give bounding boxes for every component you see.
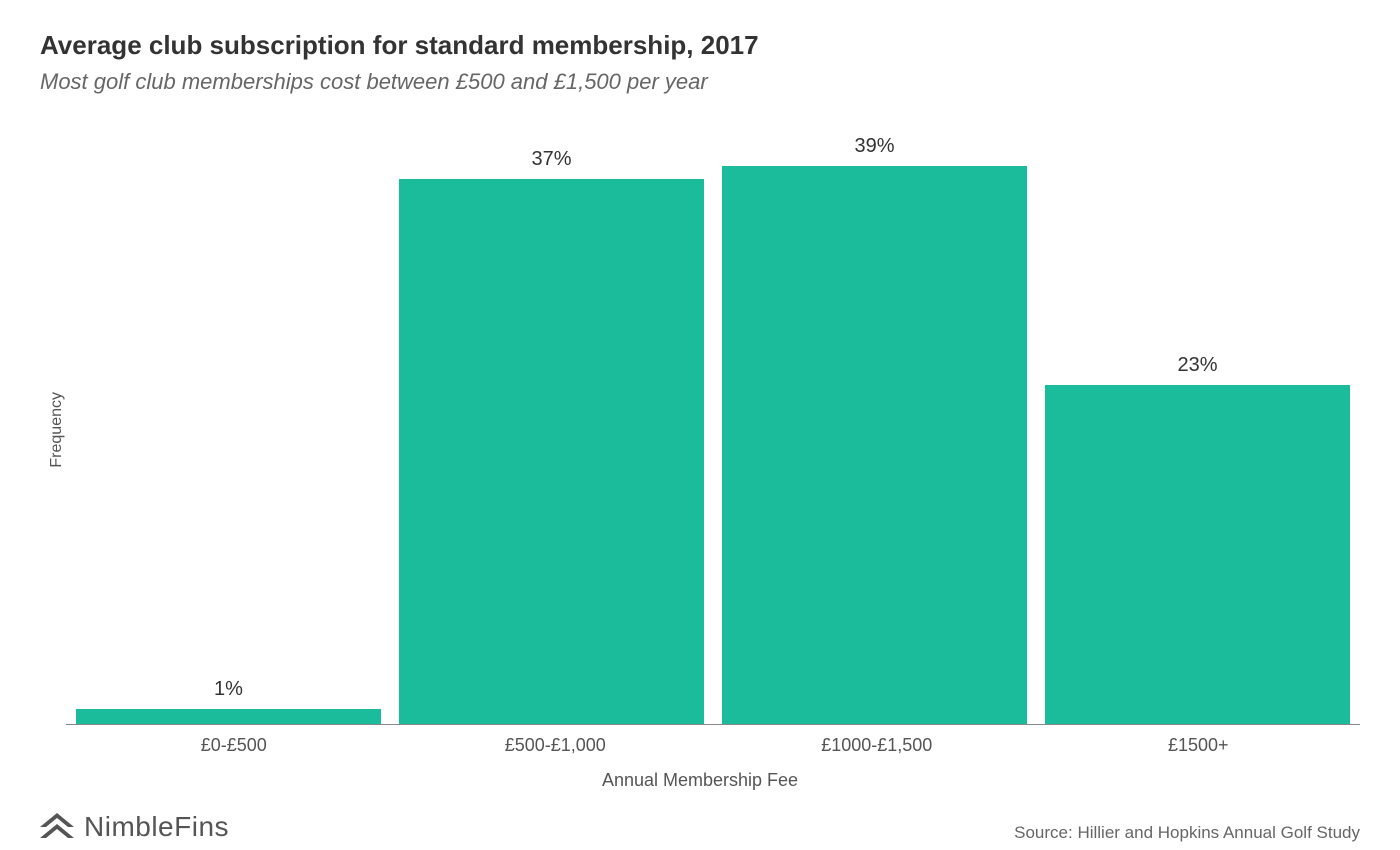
x-axis-labels: £0-£500 £500-£1,000 £1000-£1,500 £1500+ [72, 725, 1360, 756]
brand-name: NimbleFins [84, 811, 229, 843]
chart-subtitle: Most golf club memberships cost between … [40, 69, 1360, 95]
bar-slot: 37% [399, 135, 704, 724]
chart-title: Average club subscription for standard m… [40, 30, 1360, 61]
x-tick-label: £0-£500 [82, 735, 386, 756]
bar-slot: 1% [76, 135, 381, 724]
x-tick-label: £1000-£1,500 [725, 735, 1029, 756]
y-axis-label: Frequency [40, 392, 66, 468]
bar-value-label: 37% [531, 148, 571, 171]
chart-footer: NimbleFins Source: Hillier and Hopkins A… [40, 811, 1360, 843]
bar-value-label: 23% [1177, 354, 1217, 377]
bar-value-label: 39% [854, 135, 894, 158]
plot-area: 1% 37% 39% 23% [66, 135, 1360, 725]
bar [722, 166, 1027, 724]
bar-slot: 39% [722, 135, 1027, 724]
brand-logo-icon [40, 813, 74, 841]
bar [1045, 385, 1350, 724]
x-axis-title: Annual Membership Fee [40, 770, 1360, 791]
bar [399, 179, 704, 724]
chart-area: Frequency 1% 37% 39% 23% [40, 135, 1360, 725]
brand-logo: NimbleFins [40, 811, 229, 843]
bar-value-label: 1% [214, 678, 243, 701]
x-tick-label: £1500+ [1047, 735, 1351, 756]
x-tick-label: £500-£1,000 [404, 735, 708, 756]
bar [76, 709, 381, 724]
bar-slot: 23% [1045, 135, 1350, 724]
source-attribution: Source: Hillier and Hopkins Annual Golf … [1014, 823, 1360, 843]
